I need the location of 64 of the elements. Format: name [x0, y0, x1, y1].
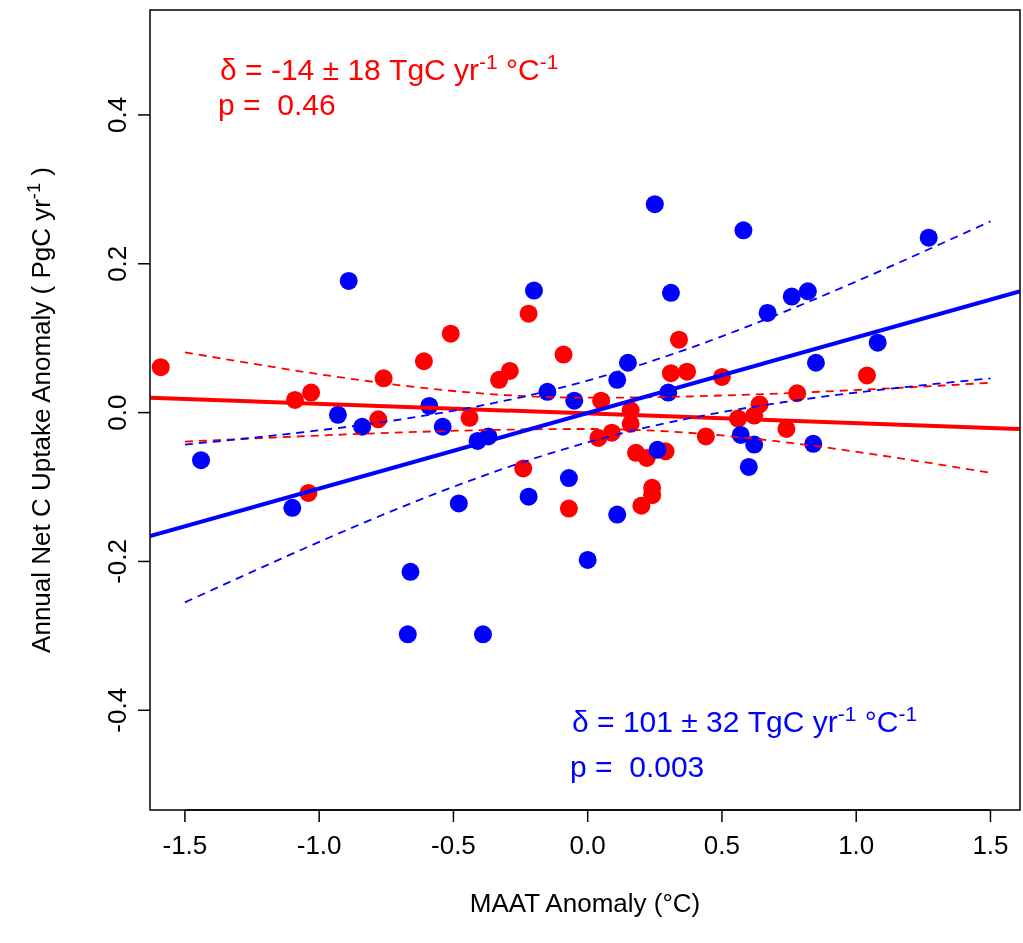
point: [608, 370, 627, 389]
point: [565, 391, 584, 410]
point: [919, 228, 938, 247]
point: [745, 435, 764, 454]
point: [339, 271, 358, 290]
x-axis-title: MAAT Anomaly (°C): [469, 888, 701, 918]
x-tick-label: -0.5: [431, 830, 476, 860]
point: [578, 550, 597, 569]
y-tick-label: -0.2: [102, 539, 132, 584]
point: [519, 304, 538, 323]
point: [645, 195, 664, 214]
x-tick-label: 1.5: [972, 830, 1009, 860]
point: [804, 434, 823, 453]
point: [192, 451, 211, 470]
point: [302, 383, 321, 402]
point: [678, 362, 697, 381]
point: [473, 625, 492, 644]
point: [782, 287, 801, 306]
point: [433, 417, 452, 436]
x-tick-label: 1.0: [838, 830, 875, 860]
point: [554, 345, 573, 364]
annotation: p = 0.003: [570, 750, 705, 783]
point: [283, 498, 302, 517]
point: [328, 405, 347, 424]
point: [524, 281, 543, 300]
point: [369, 410, 388, 429]
point: [519, 487, 538, 506]
point: [374, 369, 393, 388]
x-tick-label: 0.0: [569, 830, 606, 860]
point: [632, 496, 651, 515]
annotation: δ = -14 ± 18 TgC yr$^{-1}$ °C$^{-1}$: [220, 49, 559, 86]
point: [661, 364, 680, 383]
point: [618, 353, 637, 372]
point: [661, 283, 680, 302]
point: [734, 221, 753, 240]
point: [648, 440, 667, 459]
point: [559, 469, 578, 488]
point: [868, 333, 887, 352]
point: [559, 499, 578, 518]
point: [441, 324, 460, 343]
point: [608, 505, 627, 524]
x-tick-label: 0.5: [703, 830, 741, 860]
point: [806, 353, 825, 372]
y-tick-label: 0.0: [102, 394, 132, 431]
point: [500, 361, 519, 380]
point: [398, 625, 417, 644]
point: [798, 282, 817, 301]
point: [449, 494, 468, 513]
x-tick-label: -1.5: [162, 830, 208, 860]
y-tick-label: 0.4: [102, 96, 132, 134]
point: [414, 352, 433, 371]
x-tick-label: -1.0: [296, 830, 342, 860]
point: [669, 330, 688, 349]
y-tick-label: 0.2: [102, 245, 132, 282]
point: [151, 358, 170, 377]
point: [401, 562, 420, 581]
point: [739, 457, 758, 476]
point: [857, 366, 876, 385]
y-tick-label: -0.4: [102, 687, 132, 733]
annotation: δ = 101 ± 32 TgC yr$^{-1}$ °C$^{-1}$: [572, 701, 918, 738]
point: [696, 427, 715, 446]
point: [758, 303, 777, 322]
annotation: p = 0.46: [218, 88, 336, 121]
point: [514, 459, 533, 478]
